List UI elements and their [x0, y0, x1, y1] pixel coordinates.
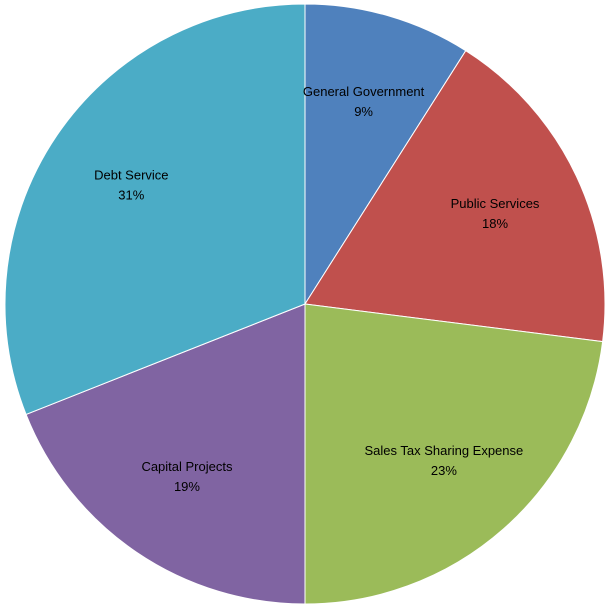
pie-slice: [25, 303, 306, 605]
slice-label: General Government: [303, 84, 425, 99]
pie-slice: [304, 3, 467, 306]
pie-slice: [304, 50, 606, 343]
pie-slice: [304, 303, 604, 605]
slice-label: Debt Service: [94, 167, 168, 182]
value-label: 19%: [174, 479, 200, 494]
value-label: 31%: [118, 187, 144, 202]
slice-label: Sales Tax Sharing Expense: [365, 443, 524, 458]
slice-label: Capital Projects: [141, 459, 233, 474]
value-label: 18%: [482, 216, 508, 231]
slice-label: Public Services: [451, 196, 540, 211]
value-label: 23%: [431, 463, 457, 478]
pie-slice: [4, 3, 306, 416]
value-label: 9%: [354, 104, 373, 119]
